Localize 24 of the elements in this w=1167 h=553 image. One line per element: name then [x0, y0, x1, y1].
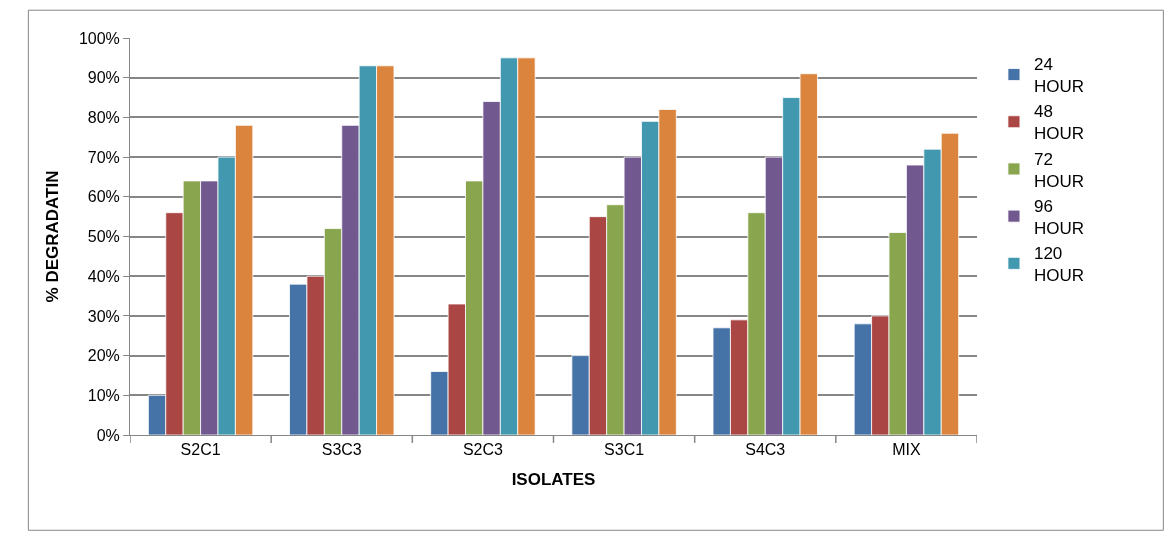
y-tick-label: 30%	[87, 307, 120, 325]
x-tick-label: S2C1	[180, 441, 221, 459]
y-axis-title: % DEGRADATIN	[43, 170, 63, 303]
legend-label: 72 HOUR	[1033, 149, 1084, 191]
x-tick-label: S2C3	[462, 441, 504, 459]
y-tick-label: 100%	[78, 29, 120, 47]
y-tick-label: 20%	[87, 347, 120, 365]
x-tick-label: S3C3	[321, 441, 362, 459]
y-tick-label: 0%	[96, 426, 120, 444]
legend-label: 24 HOUR	[1033, 55, 1084, 97]
y-tick-label: 10%	[87, 386, 120, 404]
y-tick-label: 90%	[87, 69, 120, 87]
legend-label: 120 HOUR	[1033, 243, 1084, 286]
y-tick-label: 70%	[87, 148, 120, 166]
y-tick-label: 40%	[87, 267, 120, 285]
y-tick-label: 50%	[87, 228, 120, 246]
legend-label: 48 HOUR	[1033, 102, 1084, 144]
legend-label: 96 HOUR	[1033, 196, 1084, 238]
y-tick-label: 80%	[87, 109, 120, 126]
x-axis-title: ISOLATES	[511, 469, 596, 489]
x-tick-label: S4C3	[745, 441, 786, 459]
y-tick-label: 60%	[87, 188, 120, 206]
x-tick-label: MIX	[892, 441, 921, 459]
x-tick-label: S3C1	[604, 441, 645, 459]
